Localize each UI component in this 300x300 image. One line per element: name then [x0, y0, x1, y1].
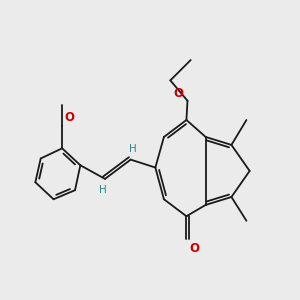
Text: H: H: [99, 185, 106, 195]
Text: O: O: [64, 111, 74, 124]
Text: H: H: [129, 144, 137, 154]
Text: O: O: [189, 242, 200, 255]
Text: O: O: [173, 87, 183, 100]
